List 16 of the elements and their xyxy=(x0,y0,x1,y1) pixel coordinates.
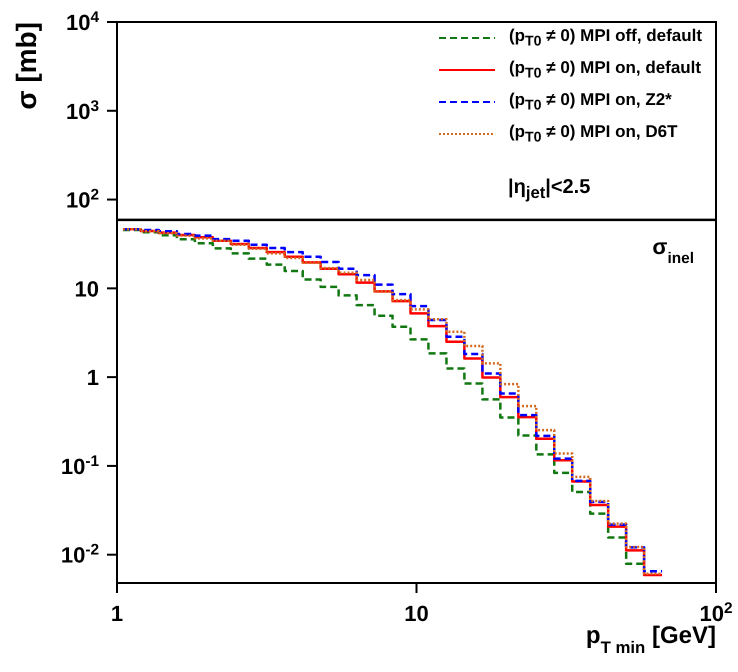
y-tick-label: 1 xyxy=(86,365,99,390)
y-tick-label: 10$^{4}$ xyxy=(66,8,100,35)
ref-line-label: σ$_{inel}$ xyxy=(652,234,694,266)
y-tick-label: 10$^{2}$ xyxy=(66,186,99,213)
y-tick-label: 10$^{-1}$ xyxy=(60,452,100,479)
x-tick-label: 10 xyxy=(404,601,429,626)
y-tick-label: 10 xyxy=(74,276,99,302)
legend-label: (p$_{T0}$ ≠ 0) MPI on, D6T xyxy=(508,122,678,146)
x-tick-label: 1 xyxy=(110,601,124,626)
legend-label: (p$_{T0}$ ≠ 0) MPI on, Z2* xyxy=(508,90,672,114)
y-tick-label: 10$^{-2}$ xyxy=(60,541,99,568)
legend-label: (p$_{T0}$ ≠ 0) MPI off, default xyxy=(508,26,702,50)
y-axis-title: σ [mb] xyxy=(11,22,42,110)
y-tick-label: 10$^{3}$ xyxy=(66,97,99,124)
annotation: |η$_{jet}$|<2.5 xyxy=(508,176,590,203)
legend-label: (p$_{T0}$ ≠ 0) MPI on, default xyxy=(508,58,702,82)
